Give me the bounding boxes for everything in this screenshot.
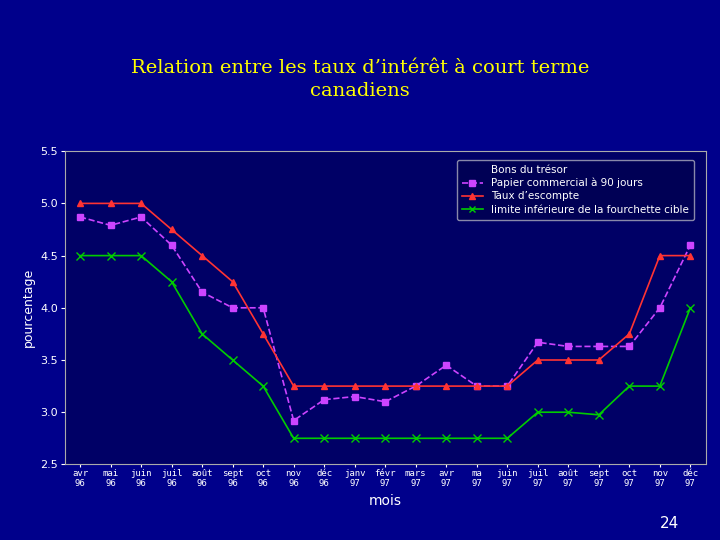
Y-axis label: pourcentage: pourcentage — [22, 268, 35, 347]
Text: 24: 24 — [660, 516, 679, 531]
Text: Relation entre les taux d’intérêt à court terme
canadiens: Relation entre les taux d’intérêt à cour… — [131, 59, 589, 99]
Legend: Bons du trésor, Papier commercial à 90 jours, Taux d’escompte, limite inférieure: Bons du trésor, Papier commercial à 90 j… — [456, 159, 694, 220]
X-axis label: mois: mois — [369, 494, 402, 508]
